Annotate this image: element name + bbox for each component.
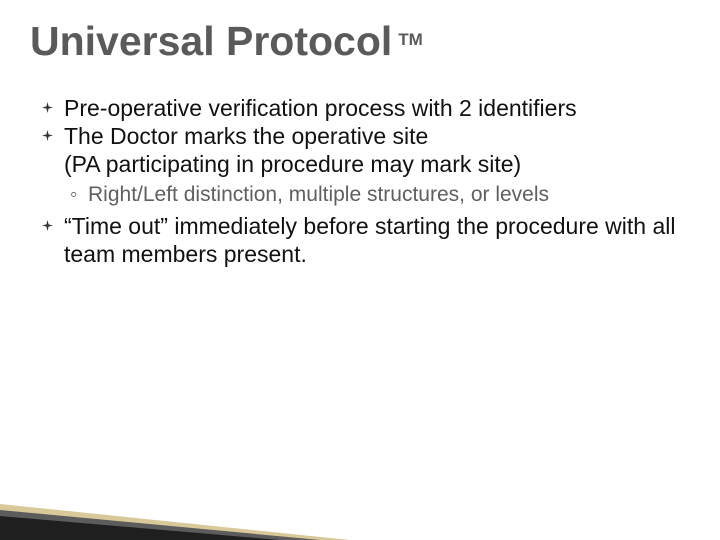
sub-bullet-marker: ◦ [70, 182, 88, 208]
bullet-text: “Time out” immediately before starting t… [64, 212, 692, 268]
slide: Universal Protocol TM Pre-operative verif… [0, 0, 720, 540]
bullet-text: The Doctor marks the operative site (PA … [64, 122, 692, 178]
bullet-item: “Time out” immediately before starting t… [42, 212, 692, 268]
trademark: TM [398, 30, 423, 49]
slide-body: Pre-operative verification process with … [42, 94, 692, 268]
bullet-item: The Doctor marks the operative site (PA … [42, 122, 692, 178]
slide-title: Universal Protocol TM [30, 18, 423, 65]
decorative-wedge-icon [0, 460, 360, 540]
bullet-marker-icon [42, 122, 64, 141]
sub-bullet-text: Right/Left distinction, multiple structu… [88, 182, 549, 208]
sub-bullet-item: ◦ Right/Left distinction, multiple struc… [70, 182, 692, 208]
bullet-marker-icon [42, 94, 64, 113]
title-text: Universal Protocol [30, 18, 392, 64]
bullet-item: Pre-operative verification process with … [42, 94, 692, 122]
bullet-text: Pre-operative verification process with … [64, 94, 692, 122]
bullet-marker-icon [42, 212, 64, 231]
